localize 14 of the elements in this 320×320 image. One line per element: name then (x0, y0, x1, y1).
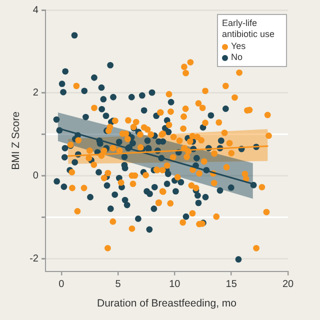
legend-label: Yes (231, 41, 246, 52)
y-tick-label: -2 (30, 254, 39, 265)
x-axis-title: Duration of Breastfeeding, mo (96, 298, 237, 310)
y-tick-label: 0 (32, 170, 39, 182)
x-tick-label: 10 (169, 279, 181, 290)
y-axis-title: BMI Z Score (10, 111, 22, 170)
x-tick-label: 20 (282, 279, 294, 290)
x-tick-label: 5 (115, 279, 122, 290)
legend-label: No (231, 52, 243, 63)
y-tick-label: 4 (32, 4, 39, 16)
x-tick-label: 0 (58, 279, 65, 290)
x-tick-label: 15 (226, 279, 238, 290)
y-tick-label: 2 (32, 88, 39, 99)
legend-title: Early-life antibiotic use (222, 18, 276, 40)
